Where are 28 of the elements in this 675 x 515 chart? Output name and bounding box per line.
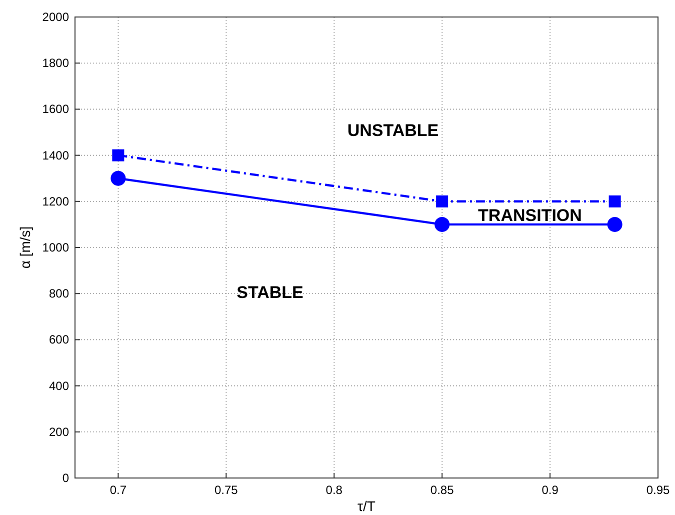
point (434, 216, 450, 232)
x-tick-label: 0.95 (646, 483, 670, 497)
point (436, 195, 448, 208)
y-tick-label: 1200 (42, 194, 70, 208)
annotation: UNSTABLE (347, 121, 439, 140)
y-tick-label: 200 (48, 424, 70, 439)
y-tick-label: 1800 (42, 56, 70, 70)
y-tick-label: 2000 (42, 10, 70, 24)
y-axis-title: α [m/s] (17, 226, 33, 269)
x-tick-label: 0.85 (430, 483, 454, 497)
y-tick-label: 1000 (42, 240, 70, 254)
point (110, 170, 126, 186)
x-tick-label: 0.7 (110, 483, 127, 497)
x-tick-label: 0.8 (326, 483, 343, 497)
point (607, 216, 622, 232)
y-tick-label: 400 (48, 378, 70, 393)
x-axis-title: τ/T (358, 498, 376, 514)
point (112, 149, 124, 162)
y-tick-label: 800 (48, 286, 70, 301)
y-tick-label: 0 (62, 471, 70, 485)
point (608, 195, 621, 208)
annotation: STABLE (236, 283, 304, 302)
annotation: TRANSITION (478, 206, 582, 225)
y-tick-label: 600 (48, 332, 70, 347)
y-tick-label: 1600 (42, 102, 70, 116)
x-tick-label: 0.75 (214, 483, 238, 497)
x-tick-label: 0.9 (542, 483, 559, 497)
y-tick-label: 1400 (42, 148, 70, 162)
